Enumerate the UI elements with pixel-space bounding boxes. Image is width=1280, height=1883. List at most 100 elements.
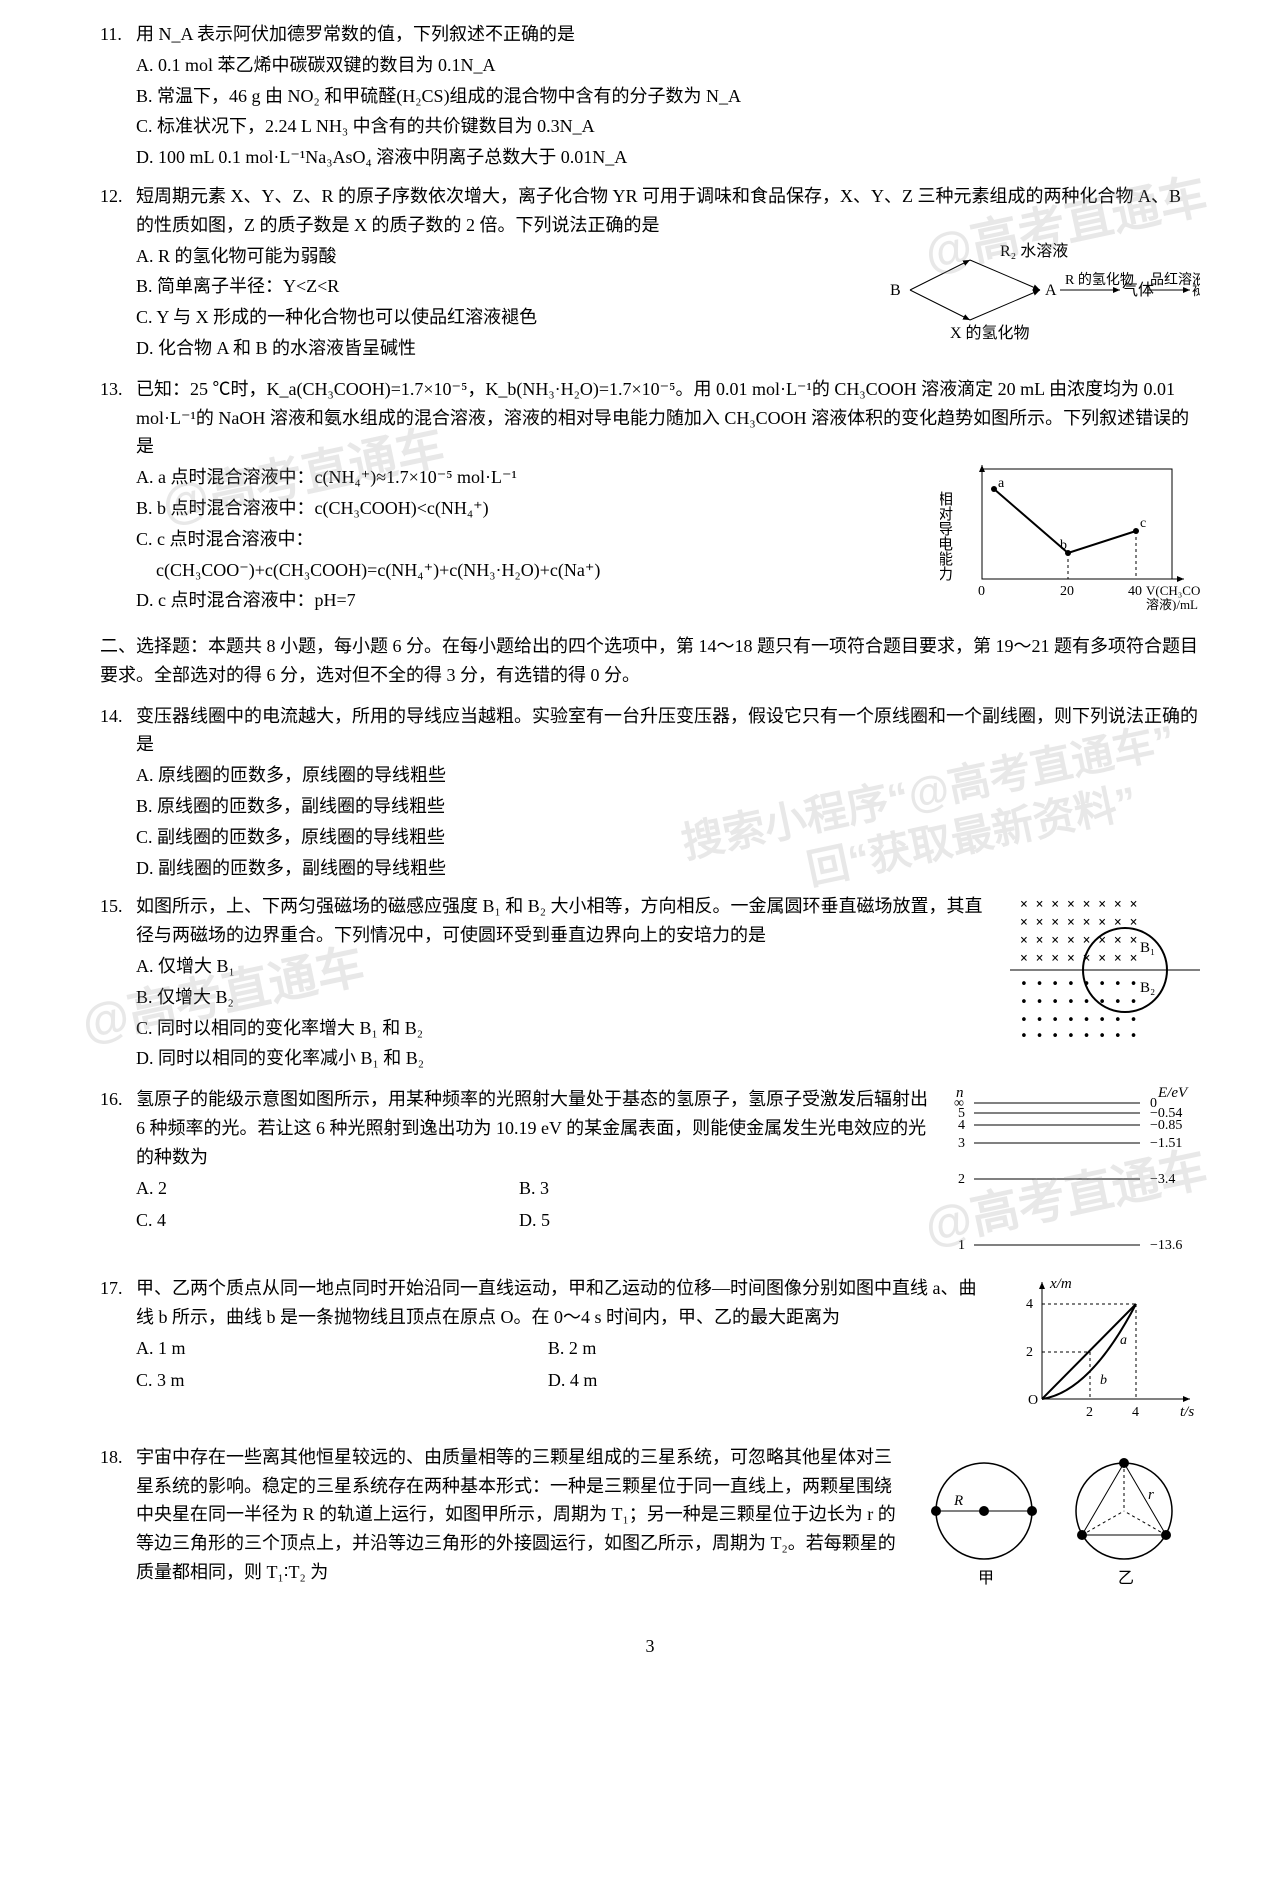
q13-option-b: B. b 点时混合溶液中：c(CH₃COOH)<c(NH₄⁺) (136, 494, 924, 523)
svg-text:O: O (1028, 1393, 1038, 1408)
svg-text:B₂: B₂ (1140, 980, 1155, 996)
page-number: 3 (100, 1632, 1200, 1661)
q14-option-a: A. 原线圈的匝数多，原线圈的导线粗些 (136, 761, 1200, 790)
q12-option-b: B. 简单离子半径：Y<Z<R (136, 272, 824, 301)
q11-stem: 用 N_A 表示阿伏加德罗常数的值，下列叙述不正确的是 (136, 20, 1200, 49)
q16-stem: 氢原子的能级示意图如图所示，用某种频率的光照射大量处于基态的氢原子，氢原子受激发… (136, 1085, 934, 1171)
q17-stem: 甲、乙两个质点从同一地点同时开始沿同一直线运动，甲和乙运动的位移—时间图像分别如… (136, 1274, 994, 1332)
svg-text:B₁: B₁ (1140, 940, 1155, 956)
svg-text:× × × × × × × ×: × × × × × × × × (1020, 933, 1137, 948)
svg-text:V(CH₃COOH: V(CH₃COOH (1146, 583, 1200, 598)
q15-option-c: C. 同时以相同的变化率增大 B₁ 和 B₂ (136, 1014, 994, 1043)
q13-option-a: A. a 点时混合溶液中：c(NH₄⁺)≈1.7×10⁻⁵ mol·L⁻¹ (136, 463, 924, 492)
question-13: @高考直通车 13. 已知：25 ℃时，K_a(CH₃COOH)=1.7×10⁻… (100, 375, 1200, 620)
q16-option-c: C. 4 (136, 1206, 519, 1235)
q14-option-b: B. 原线圈的匝数多，副线圈的导线粗些 (136, 792, 1200, 821)
q17-number: 17. (100, 1274, 136, 1332)
svg-text:c: c (1140, 516, 1146, 531)
q11-option-b: B. 常温下，46 g 由 NO₂ 和甲硫醛(H₂CS)组成的混合物中含有的分子… (136, 82, 1200, 111)
q14-option-c: C. 副线圈的匝数多，原线圈的导线粗些 (136, 823, 1200, 852)
q13-option-c: C. c 点时混合溶液中： (136, 525, 924, 554)
q12-diagram: R₂ 水溶液 B A R 的氢化物 气体 品红溶液 褪色 X 的氢化物 (840, 240, 1200, 365)
q13-option-c-eq: c(CH₃COO⁻)+c(CH₃COOH)=c(NH₄⁺)+c(NH₃·H₂O)… (136, 556, 924, 585)
svg-text:• • • • • • • •: • • • • • • • • (1020, 1029, 1137, 1042)
q16-option-d: D. 5 (519, 1206, 902, 1235)
q13-number: 13. (100, 375, 136, 461)
svg-text:× × × × × × × ×: × × × × × × × × (1020, 951, 1137, 966)
question-14: 搜索小程序“@高考直通车” 回“获取最新资料” 14. 变压器线圈中的电流越大，… (100, 702, 1200, 883)
svg-text:溶液)/mL: 溶液)/mL (1146, 597, 1198, 611)
q14-option-d: D. 副线圈的匝数多，副线圈的导线粗些 (136, 854, 1200, 883)
svg-text:4: 4 (1132, 1405, 1139, 1420)
svg-text:× × × × × × × ×: × × × × × × × × (1020, 897, 1137, 912)
q12-diag-top: R₂ 水溶液 (1000, 242, 1068, 260)
q17-option-d: D. 4 m (548, 1366, 960, 1395)
question-15: @高考直通车 15. 如图所示，上、下两匀强磁场的磁感应强度 B₁ 和 B₂ 大… (100, 892, 1200, 1075)
q17-option-a: A. 1 m (136, 1334, 548, 1363)
section-2-heading: 二、选择题：本题共 8 小题，每小题 6 分。在每小题给出的四个选项中，第 14… (100, 632, 1200, 690)
svg-text:r: r (1148, 1487, 1154, 1503)
q12-option-a: A. R 的氢化物可能为弱酸 (136, 242, 824, 271)
svg-text:b: b (1100, 1373, 1107, 1388)
q12-option-c: C. Y 与 X 形成的一种化合物也可以使品红溶液褪色 (136, 303, 824, 332)
q15-number: 15. (100, 892, 136, 950)
question-17: 17. 甲、乙两个质点从同一地点同时开始沿同一直线运动，甲和乙运动的位移—时间图… (100, 1274, 1200, 1433)
q15-option-b: B. 仅增大 B₂ (136, 983, 994, 1012)
q12-stem: 短周期元素 X、Y、Z、R 的原子序数依次增大，离子化合物 YR 可用于调味和食… (136, 182, 1200, 240)
q17-option-c: C. 3 m (136, 1366, 548, 1395)
svg-text:−1.51: −1.51 (1150, 1136, 1182, 1151)
q11-option-c: C. 标准状况下，2.24 L NH₃ 中含有的共价键数目为 0.3N_A (136, 112, 1200, 141)
q17-chart: x/m t/s O a b 2 4 2 4 (1010, 1274, 1200, 1433)
q11-option-d: D. 100 mL 0.1 mol·L⁻¹Na₃AsO₄ 溶液中阴离子总数大于 … (136, 143, 1200, 172)
svg-text:0: 0 (978, 584, 985, 599)
q17-option-b: B. 2 m (548, 1334, 960, 1363)
question-18: 18. 宇宙中存在一些离其他恒星较远的、由质量相等的三颗星组成的三星系统，可忽略… (100, 1443, 1200, 1602)
q18-diagram: R 甲 r 乙 (920, 1443, 1200, 1602)
q18-number: 18. (100, 1443, 136, 1587)
q13-chart: 相对导电能力 a b c 0 20 40 V(CH₃COOH 溶液)/mL (940, 461, 1200, 620)
svg-text:A: A (1045, 282, 1057, 299)
svg-text:40: 40 (1128, 584, 1142, 599)
q12-number: 12. (100, 182, 136, 240)
q15-option-d: D. 同时以相同的变化率减小 B₁ 和 B₂ (136, 1044, 994, 1073)
q14-number: 14. (100, 702, 136, 760)
svg-text:1: 1 (958, 1238, 965, 1253)
question-12: @高考直通车 12. 短周期元素 X、Y、Z、R 的原子序数依次增大，离子化合物… (100, 182, 1200, 365)
svg-text:−13.6: −13.6 (1150, 1238, 1182, 1253)
svg-text:2: 2 (1086, 1405, 1093, 1420)
q12-option-d: D. 化合物 A 和 B 的水溶液皆呈碱性 (136, 334, 824, 363)
svg-text:• • • • • • • •: • • • • • • • • (1020, 977, 1137, 992)
svg-text:b: b (1060, 538, 1067, 553)
q13-option-d: D. c 点时混合溶液中：pH=7 (136, 586, 924, 615)
svg-text:B: B (890, 282, 901, 299)
svg-text:X 的氢化物: X 的氢化物 (950, 324, 1030, 340)
q15-option-a: A. 仅增大 B₁ (136, 952, 994, 981)
svg-text:2: 2 (958, 1172, 965, 1187)
q16-energy-diagram: n E/eV ∞0 5−0.54 4−0.85 3−1.51 2−3.4 1−1… (950, 1085, 1200, 1264)
svg-text:3: 3 (958, 1136, 965, 1151)
svg-text:褪色: 褪色 (1192, 282, 1200, 299)
q15-diagram: × × × × × × × × × × × × × × × × × × × × … (1010, 892, 1200, 1075)
q16-number: 16. (100, 1085, 136, 1171)
svg-text:4: 4 (958, 1118, 965, 1133)
svg-text:2: 2 (1026, 1345, 1033, 1360)
question-16: @高考直通车 16. 氢原子的能级示意图如图所示，用某种频率的光照射大量处于基态… (100, 1085, 1200, 1264)
svg-text:a: a (1120, 1333, 1127, 1348)
svg-text:• • • • • • • •: • • • • • • • • (1020, 995, 1137, 1010)
q16-option-b: B. 3 (519, 1174, 902, 1203)
q11-option-a: A. 0.1 mol 苯乙烯中碳碳双键的数目为 0.1N_A (136, 51, 1200, 80)
svg-text:甲: 甲 (978, 1570, 994, 1587)
svg-text:−0.85: −0.85 (1150, 1118, 1182, 1133)
svg-text:相对导电能力: 相对导电能力 (940, 491, 953, 582)
svg-text:20: 20 (1060, 584, 1074, 599)
svg-text:乙: 乙 (1118, 1570, 1134, 1587)
q18-stem: 宇宙中存在一些离其他恒星较远的、由质量相等的三颗星组成的三星系统，可忽略其他星体… (136, 1443, 904, 1587)
svg-text:• • • • • • • •: • • • • • • • • (1020, 1013, 1137, 1028)
svg-text:E/eV: E/eV (1157, 1085, 1189, 1101)
svg-text:4: 4 (1026, 1297, 1033, 1312)
question-11: 11. 用 N_A 表示阿伏加德罗常数的值，下列叙述不正确的是 A. 0.1 m… (100, 20, 1200, 172)
svg-text:x/m: x/m (1049, 1276, 1072, 1292)
q11-number: 11. (100, 20, 136, 49)
q14-stem: 变压器线圈中的电流越大，所用的导线应当越粗。实验室有一台升压变压器，假设它只有一… (136, 702, 1200, 760)
q16-option-a: A. 2 (136, 1174, 519, 1203)
